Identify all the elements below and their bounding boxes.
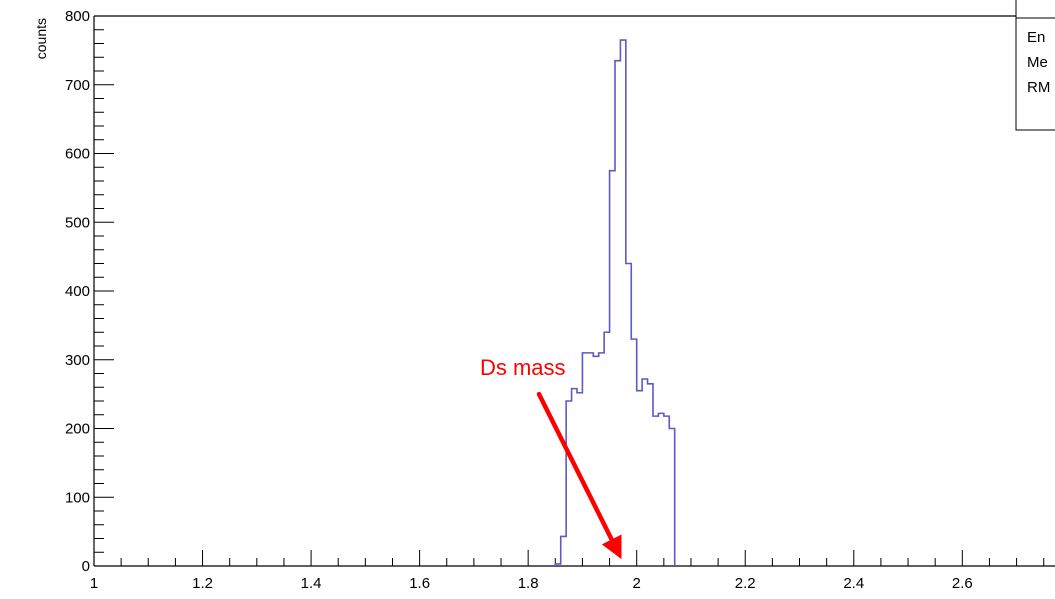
- stats-body-cell: [1015, 17, 1055, 131]
- histogram-bin: [642, 379, 647, 566]
- y-tick-label: 500: [65, 214, 90, 231]
- histogram-series: [554, 39, 676, 567]
- x-tick-label: 1.8: [518, 575, 539, 592]
- histogram-bin: [653, 416, 658, 566]
- x-tick-label: 2.4: [843, 575, 864, 592]
- y-tick-label: 100: [65, 489, 90, 506]
- histogram-bin: [631, 339, 636, 566]
- stats-line: Me: [1027, 54, 1048, 71]
- x-tick-label: 1.2: [192, 575, 213, 592]
- histogram-bin: [588, 353, 593, 566]
- histogram-bin: [615, 61, 620, 566]
- histogram-bin: [620, 40, 625, 566]
- annotation: Ds mass: [480, 355, 622, 560]
- stats-line: RM: [1027, 79, 1050, 96]
- histogram-bin: [669, 429, 674, 567]
- y-tick-label: 200: [65, 421, 90, 438]
- y-tick-label: 800: [65, 8, 90, 25]
- histogram-bin: [637, 391, 642, 566]
- x-tick-label: 2.6: [952, 575, 973, 592]
- x-tick-label: 1: [90, 575, 98, 592]
- x-tick-label: 1.4: [301, 575, 322, 592]
- y-tick-label: 600: [65, 146, 90, 163]
- y-axis-label: counts: [33, 18, 49, 59]
- histogram-bin: [566, 401, 571, 566]
- stats-box: En Me RM: [1015, 0, 1055, 131]
- y-axis-ticks: 0 100 200 300 400 500 600 700 800: [65, 8, 114, 575]
- histogram-bin: [572, 389, 577, 566]
- annotation-arrow-head: [601, 534, 622, 560]
- histogram-bin: [626, 264, 631, 567]
- y-tick-label: 0: [82, 558, 90, 575]
- histogram-bin: [664, 416, 669, 566]
- histogram-bin: [593, 356, 598, 566]
- histogram-bin: [658, 413, 663, 566]
- stats-line: En: [1027, 29, 1045, 46]
- histogram-bin: [648, 384, 653, 566]
- y-tick-label: 700: [65, 77, 90, 94]
- annotation-arrow-shaft: [536, 391, 614, 542]
- histogram-outline: [554, 39, 676, 566]
- annotation-label: Ds mass: [480, 355, 566, 380]
- y-tick-label: 400: [65, 283, 90, 300]
- histogram-bin: [610, 171, 615, 566]
- y-tick-label: 300: [65, 352, 90, 369]
- x-axis-ticks: 11.21.41.61.822.22.42.62.8: [90, 550, 1045, 592]
- x-tick-label: 1.6: [409, 575, 430, 592]
- histogram-bin: [561, 536, 566, 566]
- x-tick-label: 2: [633, 575, 641, 592]
- histogram-bin: [599, 353, 604, 566]
- x-tick-label: 2.2: [735, 575, 756, 592]
- stats-title-cell: [1015, 0, 1055, 19]
- histogram-bin: [555, 564, 560, 566]
- histogram-bin: [582, 353, 587, 566]
